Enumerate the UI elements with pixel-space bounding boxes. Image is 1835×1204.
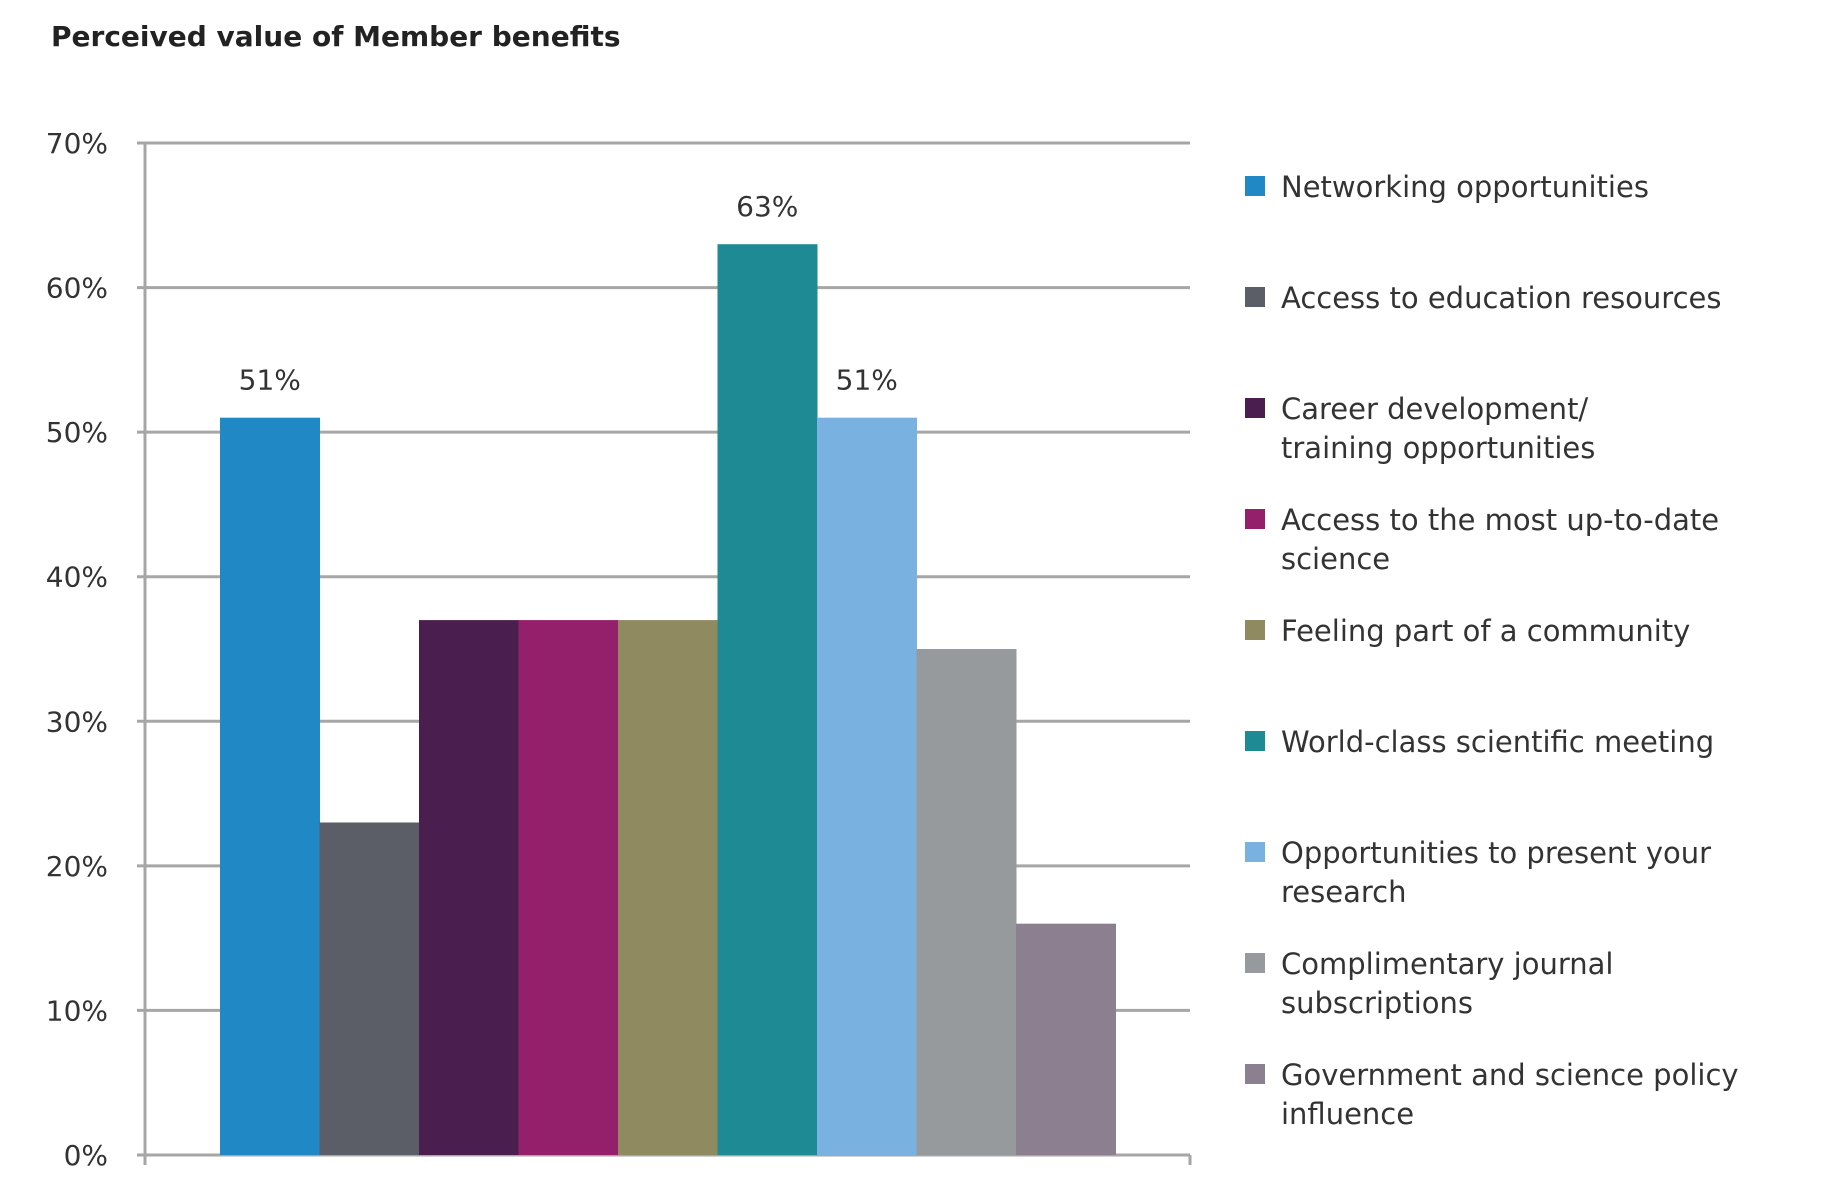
legend-swatch	[1245, 953, 1265, 973]
legend-item: Access to the most up-to-date science	[1245, 501, 1825, 579]
y-tick-label: 0%	[64, 1139, 108, 1172]
y-tick-label: 70%	[46, 127, 108, 160]
legend-label: World-class scientific meeting	[1281, 725, 1715, 759]
legend-label: Networking opportunities	[1281, 170, 1649, 204]
chart-title: Perceived value of Member benefits	[51, 20, 621, 53]
data-label: 63%	[736, 190, 798, 223]
bar	[717, 244, 818, 1155]
legend-item: Career development/ training opportuniti…	[1245, 390, 1595, 468]
y-tick-label: 20%	[46, 850, 108, 883]
legend-label: Career development/ training opportuniti…	[1281, 392, 1596, 465]
bar	[1016, 923, 1116, 1155]
y-tick-label: 60%	[46, 272, 108, 305]
legend-swatch	[1245, 287, 1265, 307]
legend-label: Complimentary journal subscriptions	[1281, 947, 1614, 1020]
bar	[916, 649, 1017, 1155]
y-tick-label: 30%	[46, 705, 108, 738]
bar	[817, 417, 917, 1156]
legend-label: Opportunities to present your research	[1281, 836, 1712, 909]
bar	[419, 620, 519, 1155]
legend-item: Access to education resources	[1245, 279, 1721, 318]
legend-swatch	[1245, 842, 1265, 862]
data-label: 51%	[836, 364, 898, 397]
legend-item: Complimentary journal subscriptions	[1245, 945, 1613, 1023]
y-tick-label: 50%	[46, 416, 108, 449]
bar	[220, 417, 320, 1156]
legend-label: Government and science policy influence	[1281, 1058, 1739, 1131]
y-tick-label: 40%	[46, 561, 108, 594]
bar	[618, 620, 718, 1155]
legend-label: Access to the most up-to-date science	[1281, 503, 1720, 576]
bar	[319, 822, 420, 1155]
y-tick-label: 10%	[46, 994, 108, 1027]
legend-swatch	[1245, 620, 1265, 640]
legend-item: Opportunities to present your research	[1245, 834, 1825, 912]
legend-label: Feeling part of a community	[1281, 614, 1691, 648]
data-label: 51%	[239, 364, 301, 397]
legend-swatch	[1245, 176, 1265, 196]
legend-swatch	[1245, 731, 1265, 751]
legend-item: Networking opportunities	[1245, 168, 1649, 207]
legend-swatch	[1245, 509, 1265, 529]
legend-item: Government and science policy influence	[1245, 1056, 1739, 1134]
legend-swatch	[1245, 1064, 1265, 1084]
legend-item: World-class scientific meeting	[1245, 723, 1714, 762]
legend-swatch	[1245, 398, 1265, 418]
legend-label: Access to education resources	[1281, 281, 1722, 315]
bar	[518, 620, 619, 1155]
legend-item: Feeling part of a community	[1245, 612, 1690, 651]
